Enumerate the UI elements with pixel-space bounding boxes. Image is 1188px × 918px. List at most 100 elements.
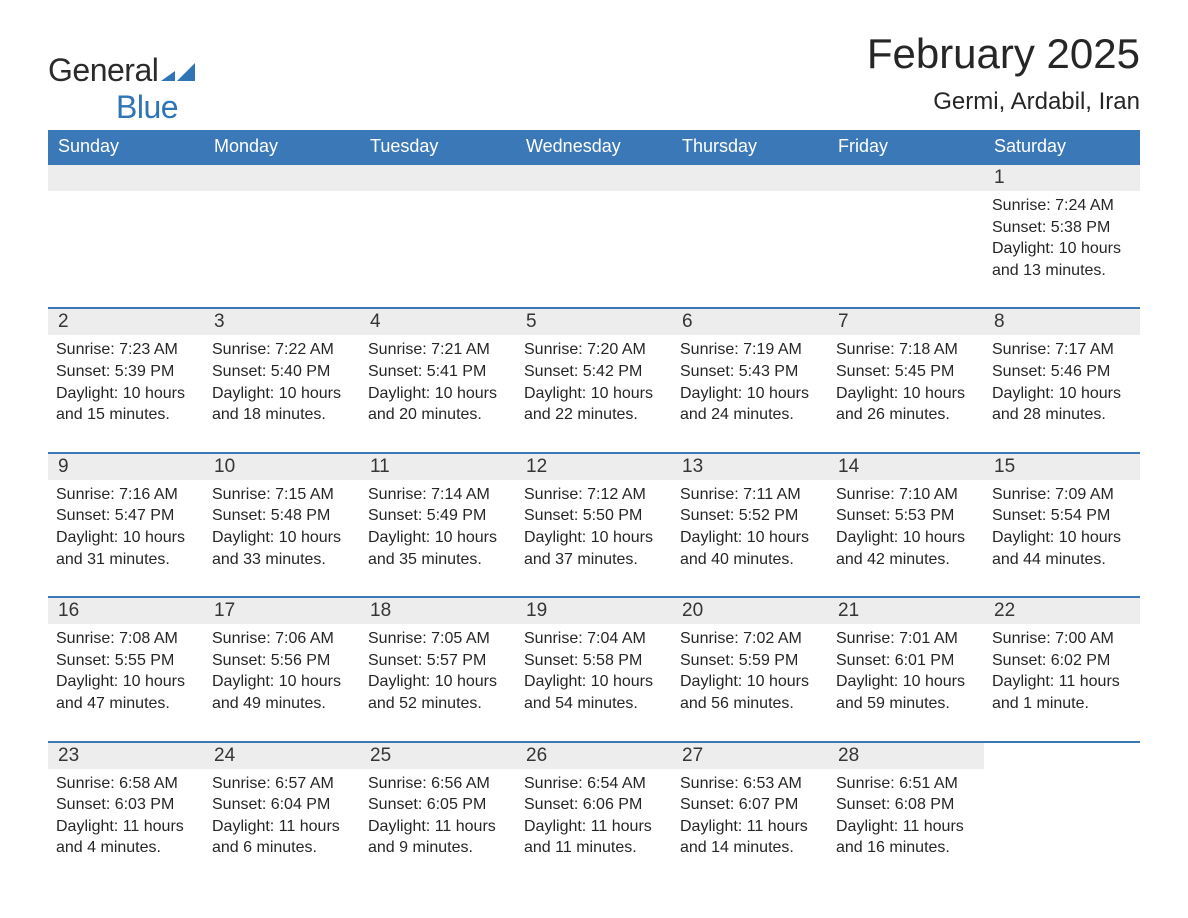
day-number: 9 (48, 454, 204, 480)
calendar-cell: 25 Sunrise: 6:56 AMSunset: 6:05 PMDayligh… (360, 742, 516, 885)
sunrise-text: Sunrise: 7:05 AM (368, 628, 508, 650)
daylight-text: Daylight: 10 hours and 33 minutes. (212, 527, 352, 570)
empty-day-bar (828, 165, 984, 191)
daylight-text: Daylight: 10 hours and 13 minutes. (992, 238, 1132, 281)
day-info: Sunrise: 7:01 AMSunset: 6:01 PMDaylight:… (836, 628, 976, 714)
sunset-text: Sunset: 5:42 PM (524, 361, 664, 383)
empty-day-bar (204, 165, 360, 191)
daylight-text: Daylight: 10 hours and 56 minutes. (680, 671, 820, 714)
calendar-cell: 11Sunrise: 7:14 AMSunset: 5:49 PMDayligh… (360, 453, 516, 597)
day-number: 7 (828, 309, 984, 335)
brand-word-2: Blue (116, 89, 178, 125)
dow-tuesday: Tuesday (360, 130, 516, 164)
sunset-text: Sunset: 5:52 PM (680, 505, 820, 527)
sunset-text: Sunset: 5:41 PM (368, 361, 508, 383)
sunset-text: Sunset: 5:39 PM (56, 361, 196, 383)
calendar-cell: 21 Sunrise: 7:01 AMSunset: 6:01 PMDayligh… (828, 597, 984, 741)
sunrise-text: Sunrise: 7:16 AM (56, 484, 196, 506)
calendar-cell: 12Sunrise: 7:12 AMSunset: 5:50 PMDayligh… (516, 453, 672, 597)
sunset-text: Sunset: 5:43 PM (680, 361, 820, 383)
calendar-cell: 7Sunrise: 7:18 AMSunset: 5:45 PMDaylight… (828, 308, 984, 452)
day-info: Sunrise: 7:11 AMSunset: 5:52 PMDaylight:… (680, 484, 820, 570)
day-number: 13 (672, 454, 828, 480)
daylight-text: Daylight: 11 hours and 16 minutes. (836, 816, 976, 859)
day-info: Sunrise: 7:22 AMSunset: 5:40 PMDaylight:… (212, 339, 352, 425)
day-number: 21 (828, 598, 984, 624)
sunset-text: Sunset: 5:59 PM (680, 650, 820, 672)
calendar-cell: 28Sunrise: 6:51 AMSunset: 6:08 PMDayligh… (828, 742, 984, 885)
day-info: Sunrise: 7:19 AMSunset: 5:43 PMDaylight:… (680, 339, 820, 425)
daylight-text: Daylight: 10 hours and 15 minutes. (56, 383, 196, 426)
sunrise-text: Sunrise: 7:08 AM (56, 628, 196, 650)
sunrise-text: Sunrise: 6:57 AM (212, 773, 352, 795)
sunset-text: Sunset: 5:56 PM (212, 650, 352, 672)
day-info: Sunrise: 6:58 AMSunset: 6:03 PMDaylight:… (56, 773, 196, 859)
day-info: Sunrise: 7:05 AMSunset: 5:57 PMDaylight:… (368, 628, 508, 714)
calendar-cell: 26Sunrise: 6:54 AMSunset: 6:06 PMDayligh… (516, 742, 672, 885)
calendar-cell: 8Sunrise: 7:17 AMSunset: 5:46 PMDaylight… (984, 308, 1140, 452)
calendar-cell (984, 742, 1140, 885)
daylight-text: Daylight: 10 hours and 54 minutes. (524, 671, 664, 714)
sunset-text: Sunset: 5:57 PM (368, 650, 508, 672)
day-number: 26 (516, 743, 672, 769)
week-row: 16Sunrise: 7:08 AMSunset: 5:55 PMDayligh… (48, 597, 1140, 741)
sunset-text: Sunset: 5:49 PM (368, 505, 508, 527)
dow-wednesday: Wednesday (516, 130, 672, 164)
sunrise-text: Sunrise: 7:00 AM (992, 628, 1132, 650)
day-info: Sunrise: 7:09 AMSunset: 5:54 PMDaylight:… (992, 484, 1132, 570)
day-number: 10 (204, 454, 360, 480)
sunrise-text: Sunrise: 7:18 AM (836, 339, 976, 361)
sunrise-text: Sunrise: 7:22 AM (212, 339, 352, 361)
daylight-text: Daylight: 10 hours and 22 minutes. (524, 383, 664, 426)
calendar-cell (828, 164, 984, 308)
calendar-cell (48, 164, 204, 308)
sunrise-text: Sunrise: 7:11 AM (680, 484, 820, 506)
day-number: 25 (360, 743, 516, 769)
dow-sunday: Sunday (48, 130, 204, 164)
sunrise-text: Sunrise: 7:02 AM (680, 628, 820, 650)
sunset-text: Sunset: 6:05 PM (368, 794, 508, 816)
calendar-cell: 1Sunrise: 7:24 AMSunset: 5:38 PMDaylight… (984, 164, 1140, 308)
day-number: 17 (204, 598, 360, 624)
empty-day-bar (516, 165, 672, 191)
sunrise-text: Sunrise: 7:20 AM (524, 339, 664, 361)
sunset-text: Sunset: 6:04 PM (212, 794, 352, 816)
day-info: Sunrise: 7:04 AMSunset: 5:58 PMDaylight:… (524, 628, 664, 714)
brand-logo: General Blue (48, 52, 195, 126)
sunset-text: Sunset: 6:02 PM (992, 650, 1132, 672)
calendar-cell: 10Sunrise: 7:15 AMSunset: 5:48 PMDayligh… (204, 453, 360, 597)
day-number: 14 (828, 454, 984, 480)
sunrise-text: Sunrise: 6:56 AM (368, 773, 508, 795)
sunset-text: Sunset: 6:07 PM (680, 794, 820, 816)
calendar-cell: 20Sunrise: 7:02 AMSunset: 5:59 PMDayligh… (672, 597, 828, 741)
day-info: Sunrise: 7:00 AMSunset: 6:02 PMDaylight:… (992, 628, 1132, 714)
day-of-week-row: Sunday Monday Tuesday Wednesday Thursday… (48, 130, 1140, 164)
day-info: Sunrise: 7:02 AMSunset: 5:59 PMDaylight:… (680, 628, 820, 714)
empty-day-bar (672, 165, 828, 191)
daylight-text: Daylight: 11 hours and 14 minutes. (680, 816, 820, 859)
sunset-text: Sunset: 5:47 PM (56, 505, 196, 527)
day-info: Sunrise: 7:12 AMSunset: 5:50 PMDaylight:… (524, 484, 664, 570)
calendar-cell: 19Sunrise: 7:04 AMSunset: 5:58 PMDayligh… (516, 597, 672, 741)
calendar-cell: 17Sunrise: 7:06 AMSunset: 5:56 PMDayligh… (204, 597, 360, 741)
daylight-text: Daylight: 10 hours and 40 minutes. (680, 527, 820, 570)
day-info: Sunrise: 6:51 AMSunset: 6:08 PMDaylight:… (836, 773, 976, 859)
sunset-text: Sunset: 5:40 PM (212, 361, 352, 383)
calendar-cell: 13 Sunrise: 7:11 AMSunset: 5:52 PMDayligh… (672, 453, 828, 597)
calendar-cell (516, 164, 672, 308)
sunrise-text: Sunrise: 7:15 AM (212, 484, 352, 506)
daylight-text: Daylight: 10 hours and 18 minutes. (212, 383, 352, 426)
daylight-text: Daylight: 10 hours and 49 minutes. (212, 671, 352, 714)
dow-saturday: Saturday (984, 130, 1140, 164)
daylight-text: Daylight: 11 hours and 9 minutes. (368, 816, 508, 859)
dow-friday: Friday (828, 130, 984, 164)
day-info: Sunrise: 7:10 AMSunset: 5:53 PMDaylight:… (836, 484, 976, 570)
calendar-cell: 2Sunrise: 7:23 AMSunset: 5:39 PMDaylight… (48, 308, 204, 452)
sunrise-text: Sunrise: 6:54 AM (524, 773, 664, 795)
daylight-text: Daylight: 10 hours and 26 minutes. (836, 383, 976, 426)
day-info: Sunrise: 7:21 AMSunset: 5:41 PMDaylight:… (368, 339, 508, 425)
day-info: Sunrise: 7:20 AMSunset: 5:42 PMDaylight:… (524, 339, 664, 425)
dow-thursday: Thursday (672, 130, 828, 164)
calendar-cell: 27Sunrise: 6:53 AMSunset: 6:07 PMDayligh… (672, 742, 828, 885)
brand-word-1: General (48, 52, 158, 88)
